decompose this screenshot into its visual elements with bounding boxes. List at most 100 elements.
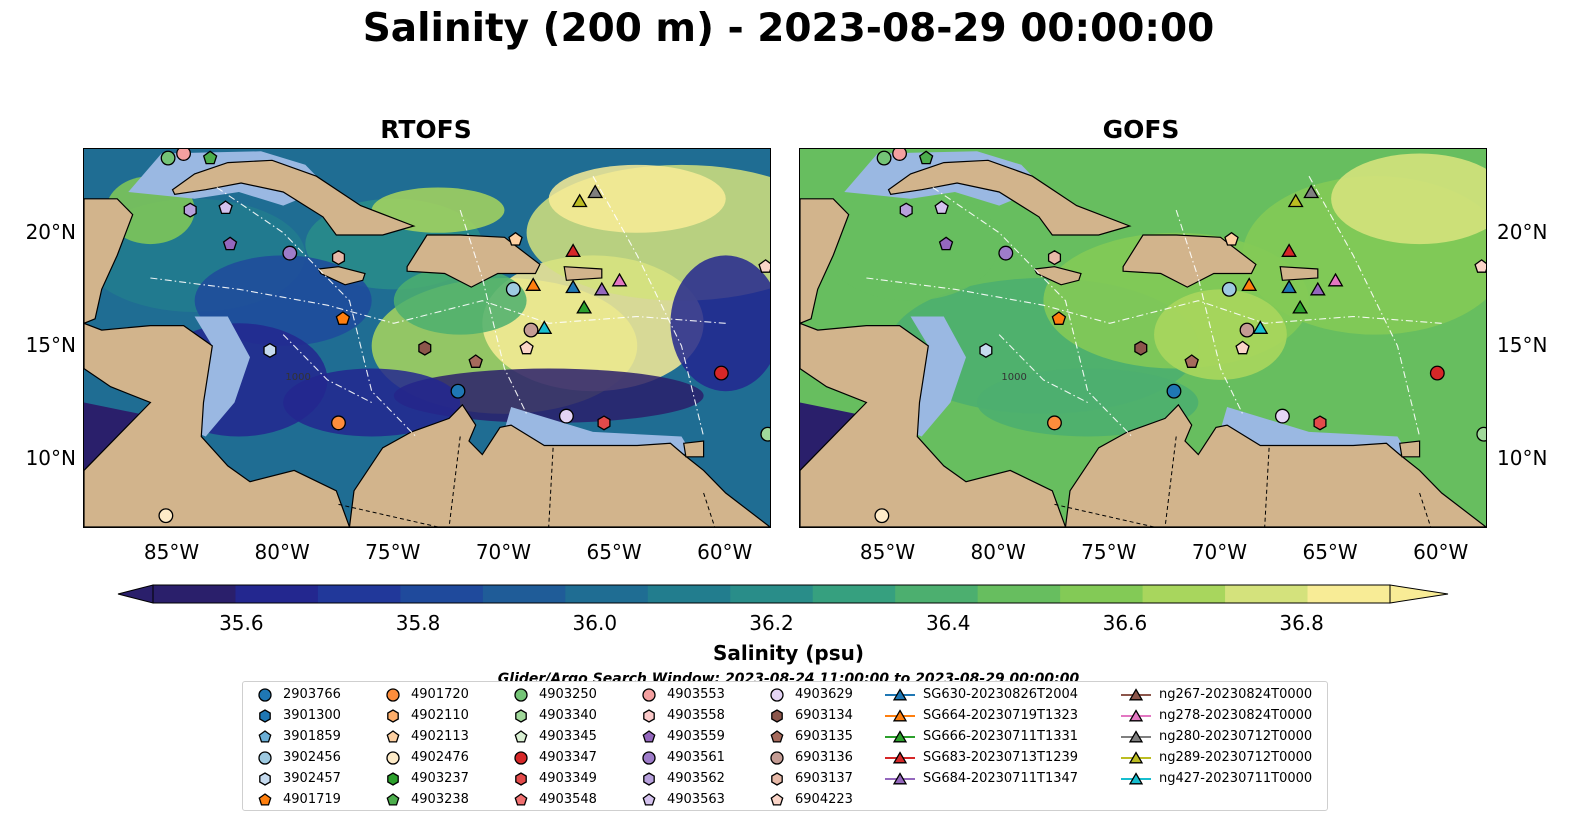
legend-item: 4903559	[639, 726, 725, 747]
legend-marker-pentagon	[386, 792, 400, 806]
obs-hexagon	[418, 340, 432, 356]
obs-circle	[282, 245, 298, 261]
legend-marker-triangle	[892, 771, 908, 784]
legend-item: SG684-20230711T1347	[885, 768, 1078, 789]
obs-circle	[876, 150, 892, 166]
legend-label: SG666-20230711T1331	[923, 729, 1079, 744]
legend-label: 6904223	[795, 792, 853, 807]
colorbar-tick-label: 36.2	[749, 611, 794, 635]
colorbar-extend-high	[1389, 584, 1449, 604]
legend-marker-hexagon	[515, 708, 527, 723]
colorbar-label: Salinity (psu)	[712, 641, 864, 665]
obs-circle	[558, 408, 574, 424]
legend-item: 4903238	[383, 789, 469, 810]
colorbar-segment	[647, 585, 731, 603]
legend-label: 4901719	[283, 792, 341, 807]
lon-tick-label: 80°W	[254, 540, 310, 564]
legend-marker-circle	[386, 750, 400, 765]
legend-label: 4903345	[539, 729, 597, 744]
obs-pentagon	[335, 311, 351, 325]
colorbar-segment	[317, 585, 401, 603]
legend: 2903766 3901300 3901859 3902456 3902457 49017…	[242, 681, 1328, 811]
obs-triangle	[1327, 272, 1344, 287]
legend-marker-circle	[770, 750, 784, 765]
obs-triangle	[565, 243, 581, 257]
colorbar-tick-label: 36.4	[925, 611, 971, 635]
legend-item: SG630-20230826T2004	[885, 684, 1078, 705]
legend-label: 3901859	[283, 729, 341, 744]
obs-triangle	[565, 279, 581, 294]
legend-marker-triangle	[1128, 708, 1144, 721]
legend-item: 4903548	[511, 789, 597, 810]
legend-label: ng280-20230712T0000	[1159, 729, 1313, 744]
lat-tick-label-right: 20°N	[1497, 219, 1548, 244]
obs-pentagon	[938, 236, 954, 251]
legend-label: ng427-20230711T0000	[1159, 771, 1313, 786]
obs-hexagon	[183, 202, 197, 218]
legend-item: 4903345	[511, 726, 597, 747]
legend-label: ng289-20230712T0000	[1159, 750, 1313, 765]
obs-circle	[160, 150, 176, 166]
map-frame-rtofs[interactable]: 1000	[83, 148, 771, 528]
obs-circle	[523, 322, 539, 338]
obs-hexagon	[899, 202, 913, 218]
colorbar-segment	[812, 585, 896, 603]
legend-marker-circle	[386, 687, 400, 702]
colorbar-segment	[1225, 585, 1309, 603]
obs-triangle	[576, 299, 593, 314]
obs-hexagon	[1047, 250, 1062, 266]
map-frame-gofs[interactable]: 1000	[799, 148, 1487, 528]
obs-circle	[1429, 365, 1445, 381]
lon-tick-label: 75°W	[365, 540, 421, 564]
legend-label: 2903766	[283, 687, 341, 702]
obs-circle	[176, 149, 192, 161]
colorbar-extend-low	[117, 584, 154, 604]
lon-tick-label: 85°W	[143, 540, 200, 564]
legend-marker-pentagon	[642, 792, 656, 806]
legend-label: 4902113	[411, 729, 469, 744]
legend-marker-hexagon	[387, 708, 399, 723]
legend-label: SG664-20230719T1323	[923, 708, 1079, 723]
legend-marker-hexagon	[259, 771, 271, 786]
obs-circle	[760, 426, 770, 442]
colorbar-tick-label: 36.8	[1279, 611, 1324, 635]
legend-label: ng267-20230824T0000	[1159, 687, 1313, 702]
lon-tick-label: 65°W	[586, 540, 642, 564]
colorbar-tick-label: 35.8	[395, 611, 441, 635]
obs-triangle	[536, 320, 553, 334]
obs-hexagon	[331, 250, 346, 266]
legend-label: 4903548	[539, 792, 597, 807]
obs-circle	[1166, 383, 1182, 399]
legend-label: 4903340	[539, 708, 597, 723]
legend-label: 4901720	[411, 687, 469, 702]
panel-title-rtofs: RTOFS	[380, 115, 472, 144]
legend-item: 4903553	[639, 684, 725, 705]
legend-label: 4903237	[411, 771, 469, 786]
legend-label: 6903134	[795, 708, 853, 723]
lat-tick-label-right: 10°N	[1497, 446, 1548, 471]
legend-label: 4903559	[667, 729, 725, 744]
legend-item: 3902456	[255, 747, 341, 768]
colorbar-segment	[235, 585, 319, 603]
obs-pentagon	[202, 150, 218, 165]
legend-label: SG684-20230711T1347	[923, 771, 1079, 786]
obs-pentagon	[918, 150, 934, 165]
legend-label: 3902456	[283, 750, 341, 765]
obs-hexagon	[597, 415, 611, 431]
legend-item: 3902457	[255, 768, 341, 789]
legend-item: SG683-20230713T1239	[885, 747, 1078, 768]
lat-tick-label-right: 15°N	[1497, 332, 1548, 357]
legend-marker-triangle	[892, 708, 908, 721]
legend-marker-circle	[258, 750, 272, 765]
legend-item: 4903340	[511, 705, 597, 726]
legend-label: 4902110	[411, 708, 469, 723]
obs-pentagon	[934, 200, 949, 215]
lon-tick-label: 65°W	[1302, 540, 1358, 564]
legend-marker-circle	[514, 750, 528, 765]
legend-marker-hexagon	[387, 771, 399, 786]
legend-item: ng278-20230824T0000	[1121, 705, 1312, 726]
legend-marker-triangle	[892, 729, 908, 742]
obs-triangle	[1281, 279, 1297, 294]
lat-tick-label-left: 15°N	[25, 332, 76, 357]
salinity-map-rtofs: 1000	[84, 149, 770, 527]
